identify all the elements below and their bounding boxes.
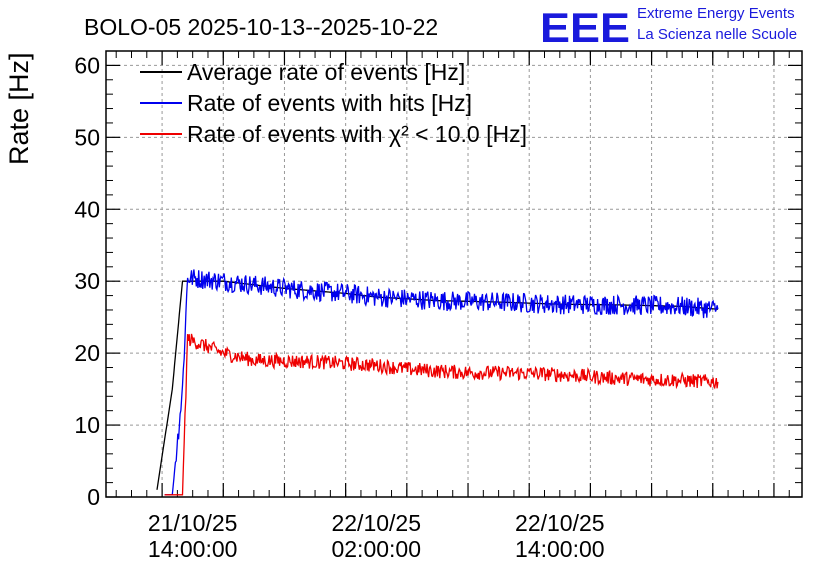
x-tick-time: 02:00:00 (331, 536, 421, 562)
x-tick-time: 14:00:00 (148, 536, 238, 562)
x-tick-date: 21/10/25 (148, 510, 238, 536)
legend-label-1: Average rate of events [Hz] (187, 59, 465, 85)
y-tick-label: 60 (74, 52, 100, 78)
y-axis-label: Rate [Hz] (4, 52, 34, 165)
logo-line-1: Extreme Energy Events (637, 5, 795, 22)
y-tick-label: 40 (74, 196, 100, 222)
series-line-1 (156, 280, 718, 490)
series-line-2 (164, 269, 719, 496)
legend-label-3: Rate of events with χ² < 10.0 [Hz] (187, 121, 527, 147)
legend: Average rate of events [Hz] Rate of event… (140, 59, 527, 147)
x-tick-date: 22/10/25 (331, 510, 421, 536)
series-line-3 (164, 333, 719, 496)
axis-ticks: 010203040506021/10/2514:00:0022/10/2502:… (74, 50, 802, 562)
y-tick-label: 20 (74, 340, 100, 366)
y-tick-label: 10 (74, 412, 100, 438)
y-tick-label: 50 (74, 124, 100, 150)
logo-line-2: La Scienza nelle Scuole (637, 26, 797, 43)
grid-lines (106, 51, 802, 497)
y-tick-label: 30 (74, 268, 100, 294)
data-series (156, 269, 719, 496)
plot-frame (105, 50, 803, 498)
legend-label-2: Rate of events with hits [Hz] (187, 90, 472, 116)
chart-title: BOLO-05 2025-10-13--2025-10-22 (84, 14, 438, 40)
eee-logo-mark: EEE (540, 4, 630, 51)
y-tick-label: 0 (87, 484, 100, 510)
x-tick-time: 14:00:00 (515, 536, 605, 562)
x-tick-date: 22/10/25 (515, 510, 605, 536)
